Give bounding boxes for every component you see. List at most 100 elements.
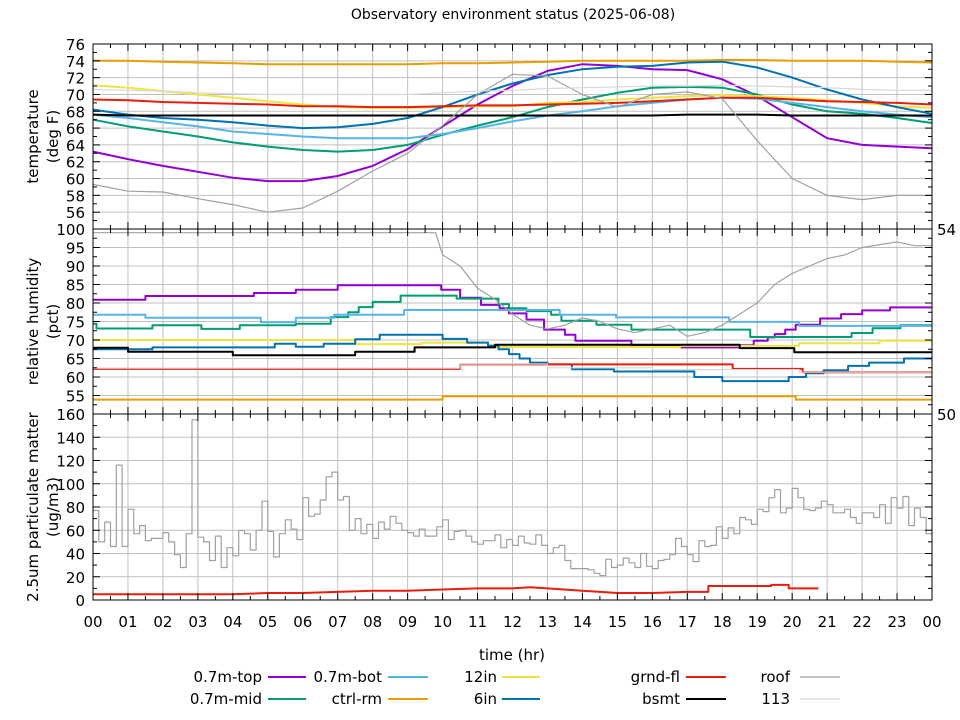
y-tick-label: 58 bbox=[66, 187, 85, 205]
series-0.7m-mid bbox=[92, 85, 933, 153]
y-tick-label: 65 bbox=[66, 351, 85, 369]
chart-title: Observatory environment status (2025-06-… bbox=[351, 7, 675, 23]
series-roof bbox=[93, 419, 932, 577]
y-tick-label: 72 bbox=[66, 70, 85, 88]
y-tick-label: 0 bbox=[75, 592, 85, 610]
y-tick-label: 50 bbox=[937, 406, 956, 424]
y-tick-label: 95 bbox=[66, 240, 85, 258]
legend-item-113: 113 bbox=[761, 690, 840, 708]
series-bsmt bbox=[93, 343, 932, 357]
x-tick-label: 11 bbox=[468, 613, 487, 631]
y-tick-label: 68 bbox=[66, 103, 85, 121]
series-roof bbox=[93, 232, 932, 337]
y-axis-label-line: 2.5um particulate matter bbox=[24, 411, 42, 601]
grid bbox=[93, 229, 932, 414]
x-tick-label: 03 bbox=[188, 613, 207, 631]
series-0.7m-top bbox=[92, 63, 933, 183]
series-12in bbox=[93, 339, 932, 348]
legend-item-6in: 6in bbox=[474, 690, 540, 708]
series-113 bbox=[92, 84, 932, 96]
y-axis-label-line: (pct) bbox=[44, 304, 62, 339]
legend-label: ctrl-rm bbox=[332, 690, 382, 708]
y-tick-label: 120 bbox=[56, 453, 85, 471]
legend-label: bsmt bbox=[642, 690, 680, 708]
y-tick-label: 60 bbox=[66, 522, 85, 540]
legend-item-bsmt: bsmt bbox=[642, 690, 726, 708]
y-tick-label: 70 bbox=[66, 332, 85, 350]
x-tick-label: 14 bbox=[573, 613, 592, 631]
x-tick-label: 00 bbox=[922, 613, 941, 631]
y-tick-label: 70 bbox=[66, 86, 85, 104]
series-0.7m-mid bbox=[93, 294, 932, 338]
y-tick-label: 62 bbox=[66, 154, 85, 172]
series-ctrl-rm bbox=[93, 59, 933, 66]
series-6in bbox=[93, 333, 932, 383]
x-tick-label: 02 bbox=[153, 613, 172, 631]
series-roof bbox=[92, 73, 932, 213]
x-tick-label: 01 bbox=[118, 613, 137, 631]
legend-item-grnd-fl: grnd-fl bbox=[631, 668, 726, 686]
y-tick-label: 56 bbox=[66, 204, 85, 222]
legend-item-0.7m-bot: 0.7m-bot bbox=[314, 668, 428, 686]
x-tick-label: 04 bbox=[223, 613, 242, 631]
series-bsmt bbox=[92, 113, 932, 117]
y-tick-label: 76 bbox=[66, 36, 85, 54]
series-ctrl-rm bbox=[93, 395, 932, 401]
y-tick-label: 90 bbox=[66, 258, 85, 276]
y-tick-label: 100 bbox=[56, 221, 85, 239]
legend-item-0.7m-mid: 0.7m-mid bbox=[190, 690, 306, 708]
y-tick-label: 75 bbox=[66, 314, 85, 332]
y-tick-label: 55 bbox=[66, 388, 85, 406]
x-tick-label: 06 bbox=[293, 613, 312, 631]
y-axis-label-line: relative humidity bbox=[24, 258, 42, 386]
x-tick-label: 05 bbox=[258, 613, 277, 631]
y-tick-label: 20 bbox=[66, 569, 85, 587]
x-tick-label: 00 bbox=[83, 613, 102, 631]
grid bbox=[93, 414, 932, 600]
series-grnd-fl bbox=[93, 583, 819, 596]
y-tick-label: 64 bbox=[66, 137, 85, 155]
legend-label: 6in bbox=[474, 690, 497, 708]
x-tick-label: 09 bbox=[398, 613, 417, 631]
x-axis-tick-labels: 00 01 02 03 04 05 06 07 08 09 10 11 12 13 14 15 16 17 18 19… bbox=[83, 613, 941, 631]
legend-label: 0.7m-bot bbox=[314, 668, 383, 686]
legend-item-12in: 12in bbox=[464, 668, 540, 686]
legend-label: 12in bbox=[464, 668, 497, 686]
y-tick-label: 100 bbox=[56, 476, 85, 494]
y-tick-label: 60 bbox=[66, 369, 85, 387]
y-axis-label: relative humidity (pct) bbox=[24, 258, 62, 386]
legend-item-roof: roof bbox=[761, 668, 840, 686]
x-tick-label: 19 bbox=[748, 613, 767, 631]
y-tick-label: 160 bbox=[56, 406, 85, 424]
y-tick-label: 60 bbox=[66, 171, 85, 189]
legend-label: grnd-fl bbox=[631, 668, 680, 686]
y-tick-label: 85 bbox=[66, 277, 85, 295]
series-113 bbox=[93, 363, 932, 373]
y-axis-label-line: (deg F) bbox=[44, 110, 62, 163]
x-tick-label: 20 bbox=[783, 613, 802, 631]
x-tick-label: 15 bbox=[608, 613, 627, 631]
series-0.7m-top bbox=[93, 284, 932, 349]
legend-label: 0.7m-top bbox=[194, 668, 262, 686]
legend-item-0.7m-top: 0.7m-top bbox=[194, 668, 306, 686]
series-0.7m-bot bbox=[92, 96, 933, 140]
x-tick-label: 10 bbox=[433, 613, 452, 631]
x-tick-label: 12 bbox=[503, 613, 522, 631]
y-tick-label: 54 bbox=[937, 221, 956, 239]
y-axis-label: 2.5um particulate matter (ug/m3) bbox=[24, 411, 62, 601]
series-6in bbox=[92, 60, 933, 130]
x-axis-label: time (hr) bbox=[479, 646, 545, 664]
x-tick-label: 16 bbox=[643, 613, 662, 631]
series-grnd-fl bbox=[92, 96, 933, 109]
y-axis-label: temperature (deg F) bbox=[24, 89, 62, 183]
y-tick-label: 140 bbox=[56, 429, 85, 447]
y-axis-label-line: (ug/m3) bbox=[44, 477, 62, 537]
x-tick-label: 17 bbox=[678, 613, 697, 631]
y-tick-label: 66 bbox=[66, 120, 85, 138]
legend-item-ctrl-rm: ctrl-rm bbox=[332, 690, 428, 708]
